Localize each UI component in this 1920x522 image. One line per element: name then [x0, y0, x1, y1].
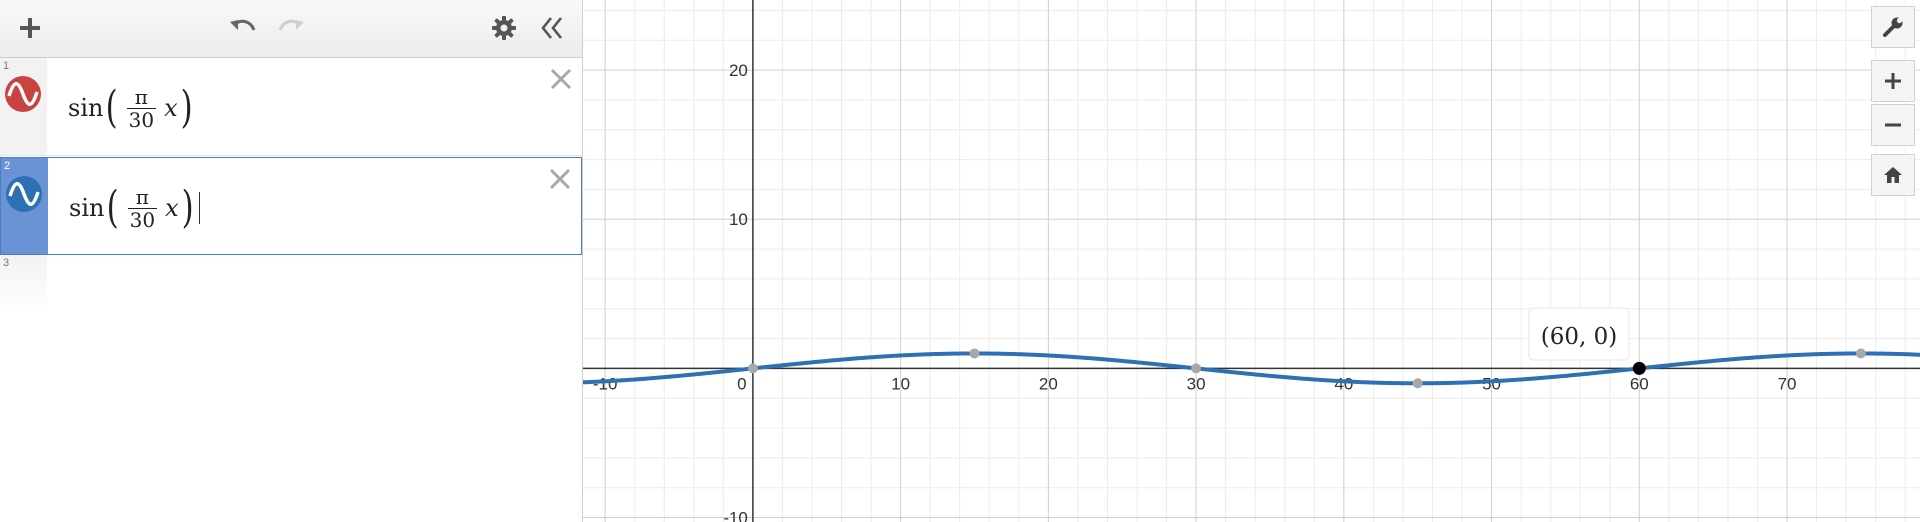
settings-button[interactable]: [486, 10, 522, 46]
plus-icon: [1885, 73, 1901, 89]
y-tick-label: 20: [729, 61, 748, 80]
undo-icon: [230, 19, 256, 31]
x-tick-label: 60: [1630, 374, 1649, 393]
y-tick-label: -10: [723, 509, 748, 522]
x-tick-label: 30: [1187, 374, 1206, 393]
expression-number: 3: [3, 257, 10, 269]
fraction: π 30: [127, 184, 158, 232]
point-label-text: (60, 0): [1541, 324, 1617, 350]
fraction-denominator: 30: [127, 207, 158, 232]
expression-row-3[interactable]: 3: [0, 255, 582, 315]
plus-icon: [20, 18, 40, 38]
gear-icon: [492, 16, 516, 40]
expression-panel: 1 sin ( π 30 x ) 2: [0, 0, 583, 522]
graph-paper[interactable]: -10 0 10 20 30 40 50 60 70 20 10 -10 (60, 0): [583, 0, 1920, 522]
x-tick-label: 0: [737, 374, 746, 393]
function-name: sin: [69, 194, 105, 222]
x-tick-label: 10: [891, 374, 910, 393]
variable: x: [164, 94, 178, 122]
wrench-icon: [1883, 17, 1903, 37]
expression-row-2[interactable]: 2 sin ( π 30 x ): [0, 157, 582, 255]
expression-gutter: 2: [1, 158, 48, 254]
variable: x: [165, 194, 179, 222]
delete-expression-icon[interactable]: [547, 166, 573, 192]
home-icon: [1884, 167, 1902, 183]
expression-gutter: 1: [0, 58, 47, 155]
minus-icon: [1885, 123, 1901, 127]
point-label-tooltip: (60, 0): [1528, 307, 1630, 361]
collapse-panel-button[interactable]: [534, 10, 570, 46]
close-paren: ): [181, 182, 194, 233]
open-paren: (: [106, 82, 119, 133]
expression-math[interactable]: sin ( π 30 x ): [69, 178, 201, 238]
home-view-button[interactable]: [1871, 154, 1915, 196]
text-cursor: [198, 192, 201, 224]
add-expression-button[interactable]: [12, 10, 48, 46]
expression-number: 1: [3, 60, 10, 72]
graph-canvas[interactable]: -10 0 10 20 30 40 50 60 70 20 10 -10 (60, 0): [583, 0, 1920, 522]
expression-math[interactable]: sin ( π 30 x ): [68, 78, 195, 138]
x-tick-label: -10: [593, 374, 618, 393]
open-paren: (: [107, 182, 120, 233]
sine-curve[interactable]: [583, 351, 1920, 386]
x-tick-label: 40: [1334, 374, 1353, 393]
close-paren: ): [180, 82, 193, 133]
curve-point-of-interest[interactable]: [969, 348, 980, 359]
undo-button[interactable]: [225, 10, 261, 46]
zoom-in-button[interactable]: [1871, 60, 1915, 102]
x-tick-label: 20: [1039, 374, 1058, 393]
red-wave-icon[interactable]: [5, 76, 41, 112]
y-tick-label: 10: [729, 210, 748, 229]
selected-point[interactable]: [1632, 361, 1646, 375]
fraction-numerator: π: [134, 84, 148, 109]
blue-wave-icon[interactable]: [6, 176, 42, 212]
redo-icon: [278, 19, 304, 31]
function-name: sin: [68, 94, 104, 122]
x-tick-label: 50: [1482, 374, 1501, 393]
redo-button[interactable]: [273, 10, 309, 46]
expression-toolbar: [0, 0, 582, 58]
delete-expression-icon[interactable]: [548, 66, 574, 92]
curve-point-of-interest[interactable]: [1855, 348, 1866, 359]
curve-point-of-interest[interactable]: [1412, 378, 1423, 389]
expression-row-1[interactable]: 1 sin ( π 30 x ): [0, 58, 582, 156]
curve-point-of-interest[interactable]: [1191, 363, 1202, 374]
zoom-out-button[interactable]: [1871, 104, 1915, 146]
fraction-numerator: π: [135, 184, 149, 209]
x-tick-label: 70: [1778, 374, 1797, 393]
double-chevron-left-icon: [541, 17, 563, 39]
curve-point-of-interest[interactable]: [747, 363, 758, 374]
fraction: π 30: [126, 84, 157, 132]
graph-settings-button[interactable]: [1871, 6, 1915, 48]
expression-gutter: 3: [0, 255, 47, 315]
expression-number: 2: [4, 160, 11, 172]
fraction-denominator: 30: [126, 107, 157, 132]
